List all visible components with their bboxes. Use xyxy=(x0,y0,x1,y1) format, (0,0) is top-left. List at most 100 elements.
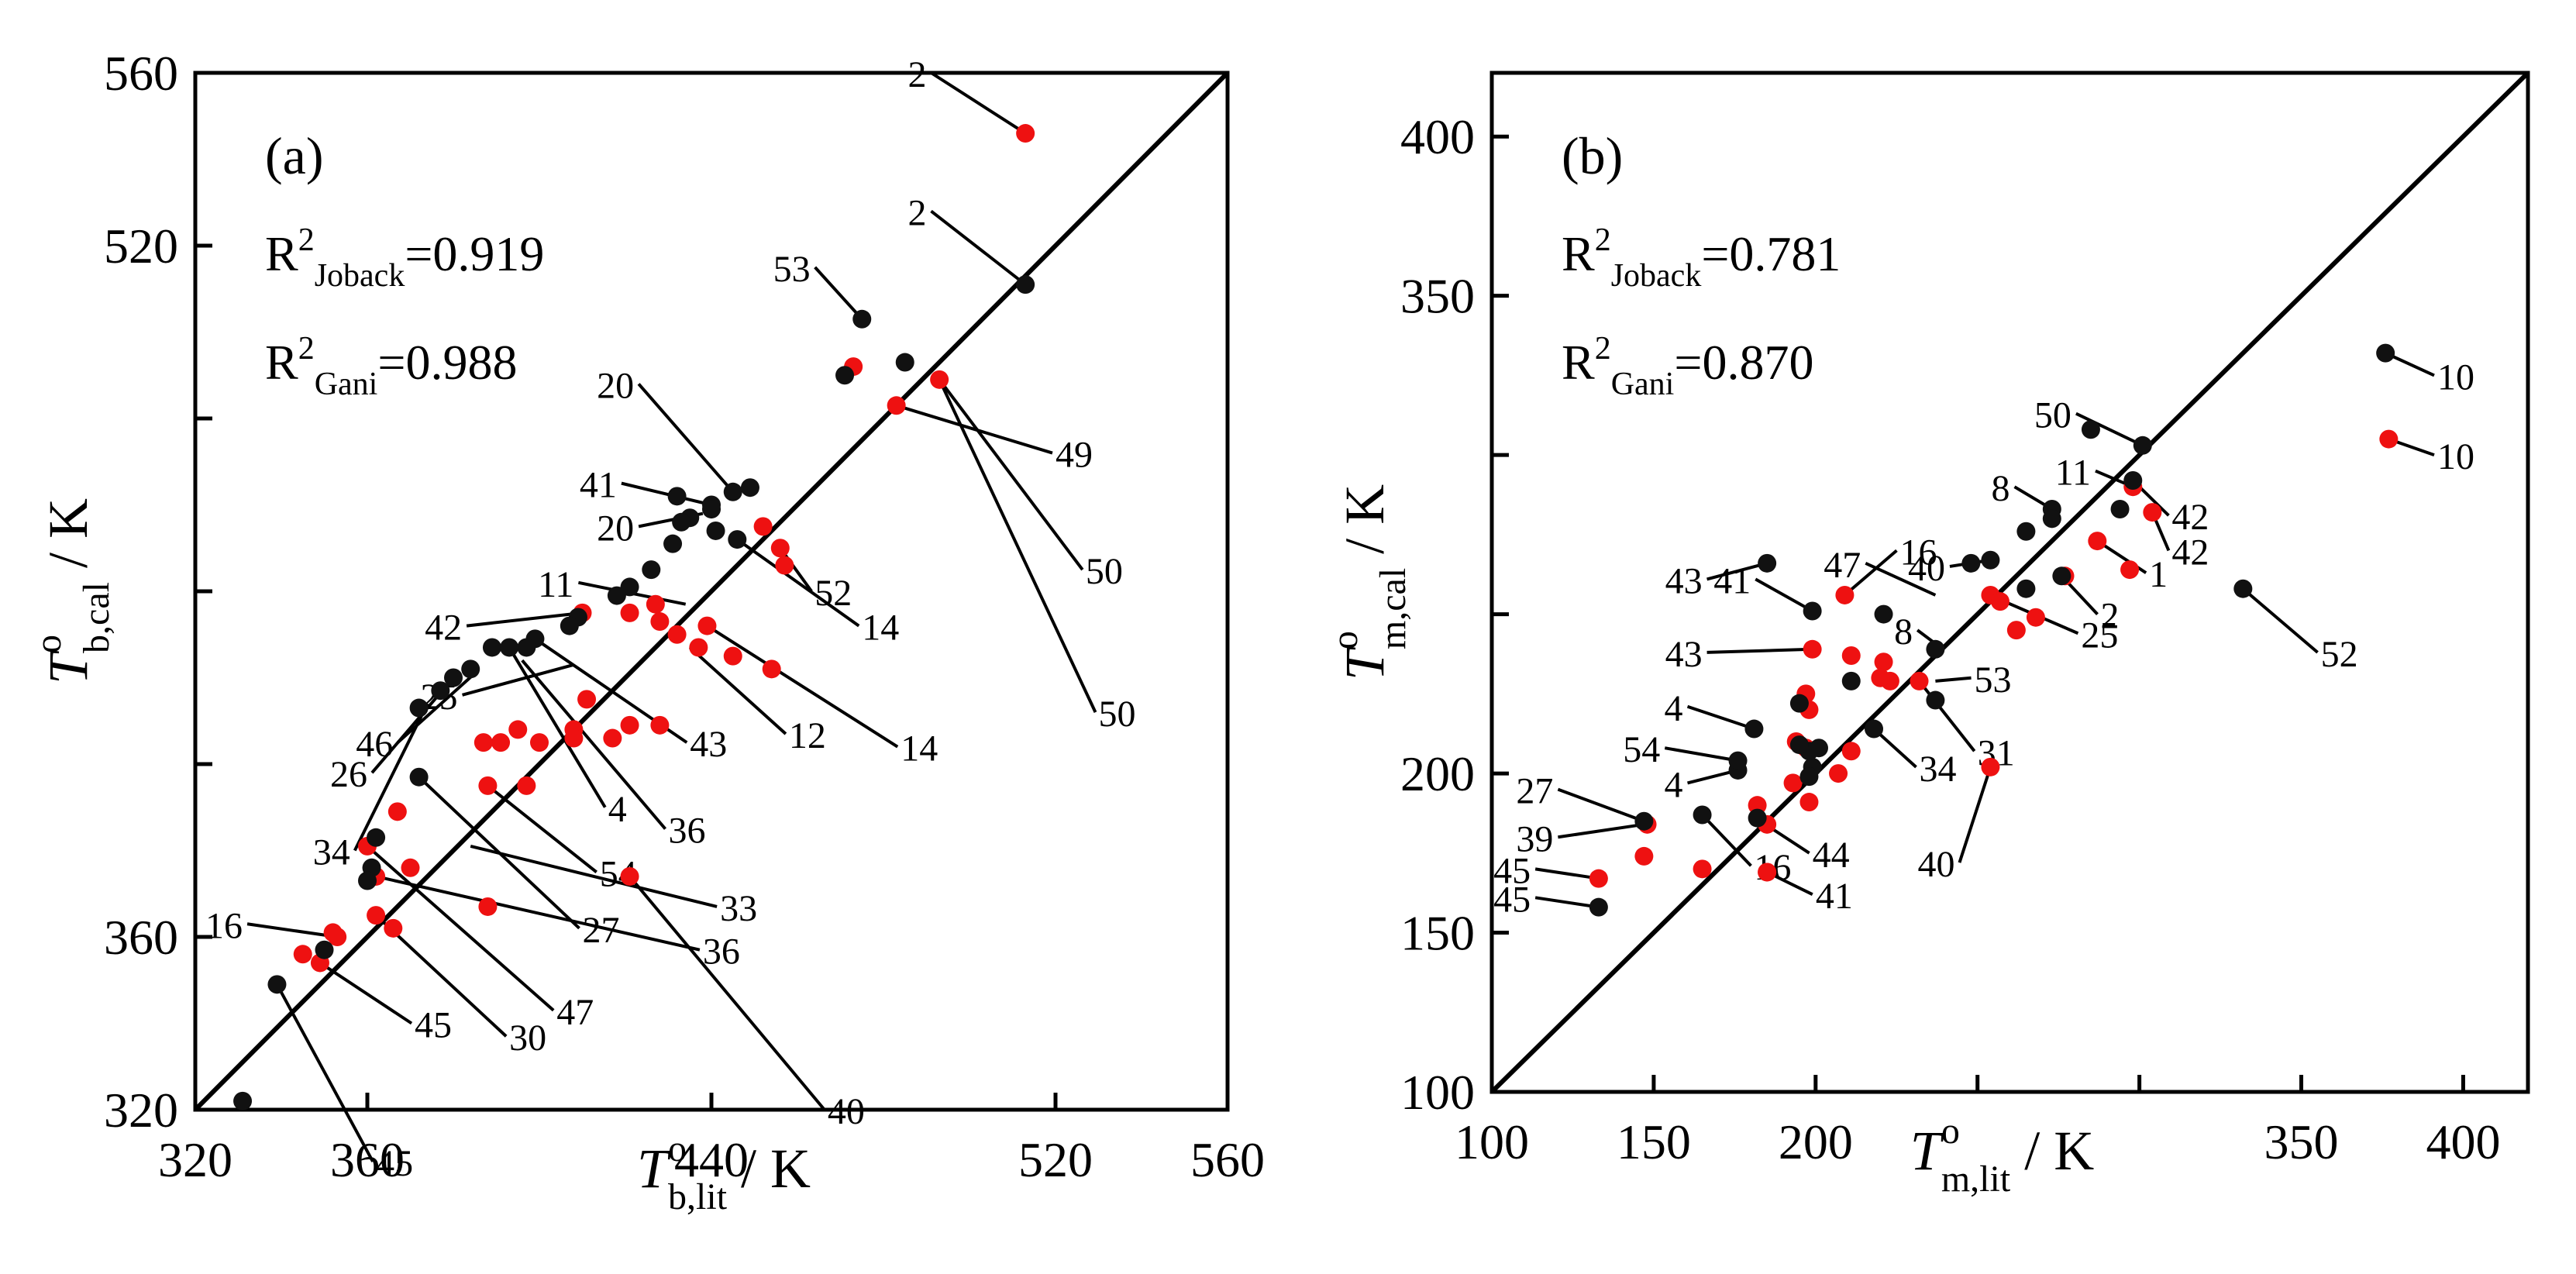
r2-annotation: R2Gani=0.870 xyxy=(1562,331,1813,402)
data-point-gani xyxy=(852,309,872,329)
y-tick-label: 320 xyxy=(104,1083,178,1138)
data-point-gani xyxy=(1841,671,1861,690)
label-leader xyxy=(462,663,574,697)
data-point-gani xyxy=(723,482,742,501)
point-label: 46 xyxy=(356,724,393,765)
label-leader xyxy=(2075,411,2144,447)
point-label: 52 xyxy=(2321,634,2358,675)
data-point-gani xyxy=(1693,805,1712,825)
parity-line xyxy=(1489,71,2530,1094)
label-leader xyxy=(2242,587,2319,654)
data-point-gani xyxy=(2016,579,2036,598)
point-label: 34 xyxy=(1920,749,1957,790)
data-point-joback xyxy=(517,776,536,795)
data-point-joback xyxy=(620,715,639,735)
point-label: 33 xyxy=(720,888,757,929)
data-point-gani xyxy=(358,871,377,890)
plot-frame xyxy=(1489,71,2530,1094)
data-point-gani xyxy=(642,560,661,580)
data-point-gani xyxy=(233,1091,253,1110)
point-label: 16 xyxy=(1899,532,1937,573)
label-leader xyxy=(1686,704,1755,731)
y-tick-label: 400 xyxy=(1400,109,1475,164)
data-point-joback xyxy=(770,539,790,558)
label-leader xyxy=(1706,561,1768,581)
point-label: 36 xyxy=(703,931,740,973)
label-leader xyxy=(396,672,477,744)
data-point-gani xyxy=(2042,509,2061,529)
data-point-gani xyxy=(706,521,725,540)
data-point-joback xyxy=(401,858,420,877)
label-leader xyxy=(1664,746,1738,763)
point-label: 11 xyxy=(538,564,573,605)
point-label: 25 xyxy=(2081,615,2118,656)
point-label: 54 xyxy=(1623,729,1660,770)
point-label: 2 xyxy=(908,192,927,233)
x-tick-label: 100 xyxy=(1455,1114,1529,1169)
label-leader xyxy=(275,983,374,1162)
label-leader xyxy=(466,611,583,628)
data-point-joback xyxy=(293,945,312,964)
data-point-joback xyxy=(1589,869,1608,888)
data-point-joback xyxy=(753,517,773,536)
point-label: 47 xyxy=(1824,545,1861,586)
x-tick-label: 440 xyxy=(674,1132,749,1187)
x-tick-label: 200 xyxy=(1779,1114,1853,1169)
data-point-joback xyxy=(1841,742,1861,761)
point-label: 42 xyxy=(2171,497,2209,538)
point-label: 53 xyxy=(773,249,811,290)
label-leader xyxy=(521,659,667,830)
data-point-gani xyxy=(431,681,450,701)
data-point-gani xyxy=(461,659,480,679)
point-label: 8 xyxy=(1992,468,2010,509)
y-tick-label: 350 xyxy=(1400,269,1475,324)
label-leader xyxy=(246,922,338,938)
data-point-joback xyxy=(1981,757,2000,776)
y-tick-label: 200 xyxy=(1400,746,1475,801)
data-point-gani xyxy=(2052,566,2071,586)
x-tick-label: 320 xyxy=(158,1132,232,1187)
data-point-joback xyxy=(1910,671,1929,690)
point-label: 16 xyxy=(205,905,243,946)
point-label: 41 xyxy=(1816,876,1853,917)
data-point-gani xyxy=(895,353,914,372)
data-point-joback xyxy=(1783,773,1803,793)
chart-panel-1: 320 360 440 520 560320360520560(a)R2Joback=0… xyxy=(28,46,1265,1217)
label-leader xyxy=(375,874,701,952)
y-tick-label: 150 xyxy=(1400,906,1475,961)
data-point-joback xyxy=(474,733,493,752)
data-point-gani xyxy=(667,487,687,506)
label-leader xyxy=(637,383,735,494)
data-point-gani xyxy=(2376,343,2395,363)
point-label: 39 xyxy=(1516,818,1553,859)
y-axis-title: To m,cal / K xyxy=(1324,484,1414,680)
point-label: 42 xyxy=(425,608,462,649)
label-leader xyxy=(1755,577,1813,613)
data-point-joback xyxy=(323,923,343,942)
data-point-joback xyxy=(1748,796,1767,815)
data-point-gani xyxy=(672,512,691,532)
point-label: 4 xyxy=(1665,764,1683,805)
data-point-gani xyxy=(1789,735,1809,755)
data-point-gani xyxy=(607,586,626,605)
point-label: 42 xyxy=(2171,532,2209,573)
label-leader xyxy=(930,71,1027,135)
data-point-joback xyxy=(1871,668,1890,687)
point-label: 26 xyxy=(330,754,367,795)
label-leader xyxy=(688,646,787,735)
point-label: 43 xyxy=(1665,560,1703,601)
data-point-joback xyxy=(620,866,639,886)
data-point-gani xyxy=(1758,553,1777,573)
data-point-joback xyxy=(2026,608,2045,627)
data-point-gani xyxy=(444,668,463,687)
y-axis-title: To b,cal / K xyxy=(28,498,117,684)
panel-label: (b) xyxy=(1562,126,1623,185)
data-point-gani xyxy=(2233,579,2253,598)
data-point-gani xyxy=(1799,767,1819,787)
label-leader xyxy=(896,404,1053,455)
point-label: 2 xyxy=(908,54,927,95)
point-label: 20 xyxy=(597,508,634,549)
point-label: 11 xyxy=(2055,453,2091,494)
